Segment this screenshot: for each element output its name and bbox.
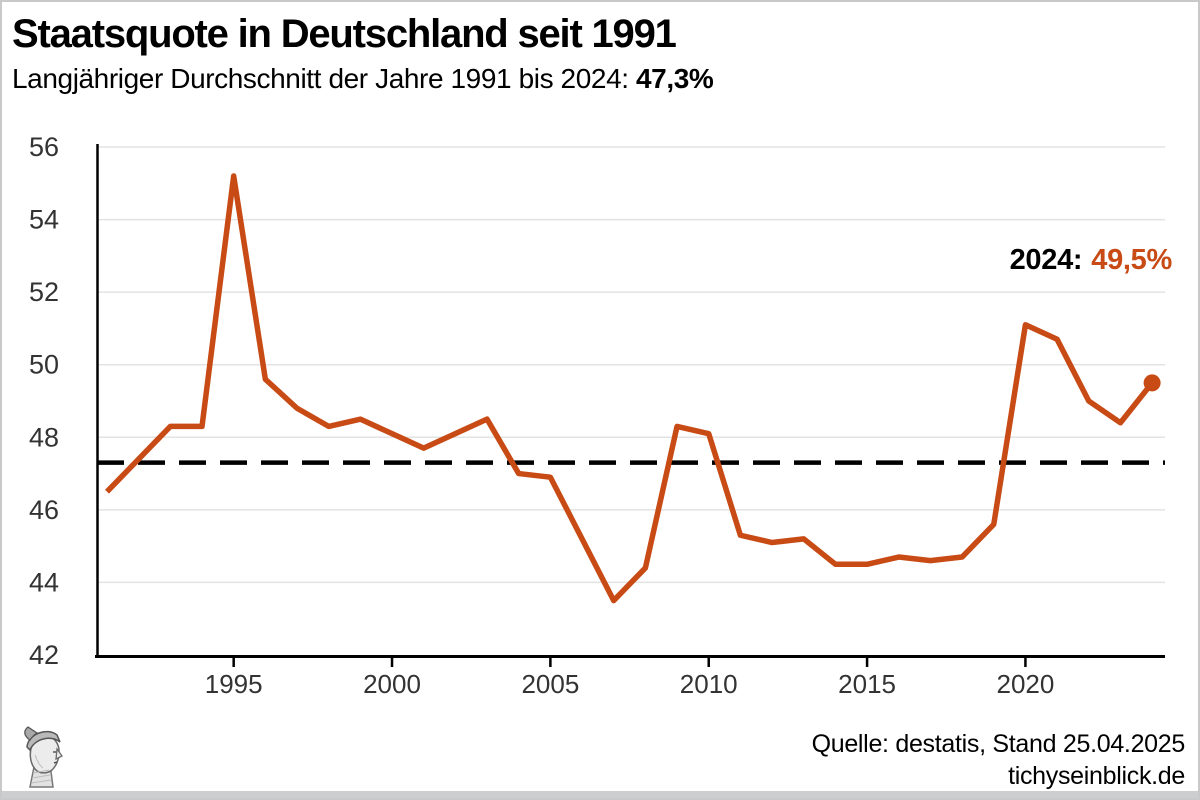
annotation-value: 49,5% <box>1091 244 1172 276</box>
x-tick-label-2005: 2005 <box>521 669 579 699</box>
source-line: Quelle: destatis, Stand 25.04.2025 <box>811 730 1186 758</box>
y-tick-label-44: 44 <box>29 567 59 597</box>
y-tick-label-54: 54 <box>29 205 59 235</box>
x-tick-label-2020: 2020 <box>997 669 1055 699</box>
subtitle-average-value: 47,3% <box>636 63 714 94</box>
last-value-annotation: 2024: 49,5% <box>1009 244 1173 277</box>
bottom-accent-bar <box>2 791 1198 798</box>
site-line: tichyseinblick.de <box>1008 762 1185 790</box>
y-tick-label-42: 42 <box>29 640 59 670</box>
x-tick-label-2000: 2000 <box>363 669 421 699</box>
source-note: Quelle: destatis, Stand 25.04.2025 tichy… <box>811 728 1186 792</box>
x-tick-label-2015: 2015 <box>838 669 896 699</box>
staatsquote-line <box>105 173 1155 604</box>
hermes-logo-icon <box>24 726 63 788</box>
y-tick-label-52: 52 <box>29 277 59 307</box>
chart-subtitle: Langjähriger Durchschnitt der Jahre 1991… <box>12 63 714 95</box>
subtitle-text: Langjähriger Durchschnitt der Jahre 1991… <box>12 63 636 94</box>
y-tick-label-56: 56 <box>29 132 59 162</box>
page-title: Staatsquote in Deutschland seit 1991 <box>12 12 677 56</box>
y-tick-label-46: 46 <box>29 495 59 525</box>
x-tick-label-2010: 2010 <box>680 669 738 699</box>
y-tick-label-50: 50 <box>29 350 59 380</box>
last-point-marker <box>1143 374 1161 392</box>
x-tick-label-1995: 1995 <box>205 669 263 699</box>
annotation-year: 2024: <box>1009 244 1083 276</box>
y-tick-label-48: 48 <box>29 422 59 452</box>
